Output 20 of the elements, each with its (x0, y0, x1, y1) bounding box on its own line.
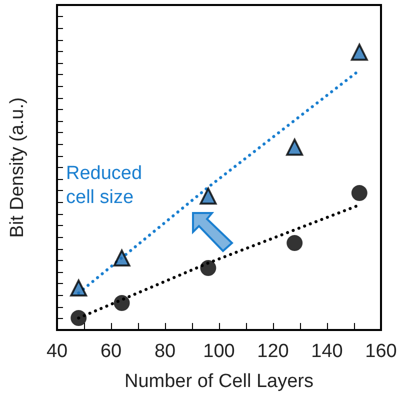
annotation: Reduced cell size (66, 162, 144, 210)
point (286, 138, 304, 156)
x-tick-label: 160 (365, 341, 397, 362)
x-tick-label: 80 (154, 341, 176, 362)
x-tick-label: 120 (257, 341, 289, 362)
point (350, 44, 368, 61)
point (286, 235, 303, 252)
point (200, 260, 216, 276)
point (70, 280, 88, 297)
point (351, 185, 368, 202)
point (114, 295, 130, 312)
x-tick-label: 40 (46, 341, 68, 362)
y-axis-title: Bit Density (a.u.) (7, 97, 28, 238)
x-tick-label: 100 (203, 341, 235, 362)
x-tick-label: 60 (100, 341, 122, 362)
x-axis-title: Number of Cell Layers (124, 371, 314, 392)
point (113, 250, 130, 267)
x-tick-label: 140 (311, 341, 343, 362)
point (70, 310, 87, 326)
point (200, 188, 217, 205)
